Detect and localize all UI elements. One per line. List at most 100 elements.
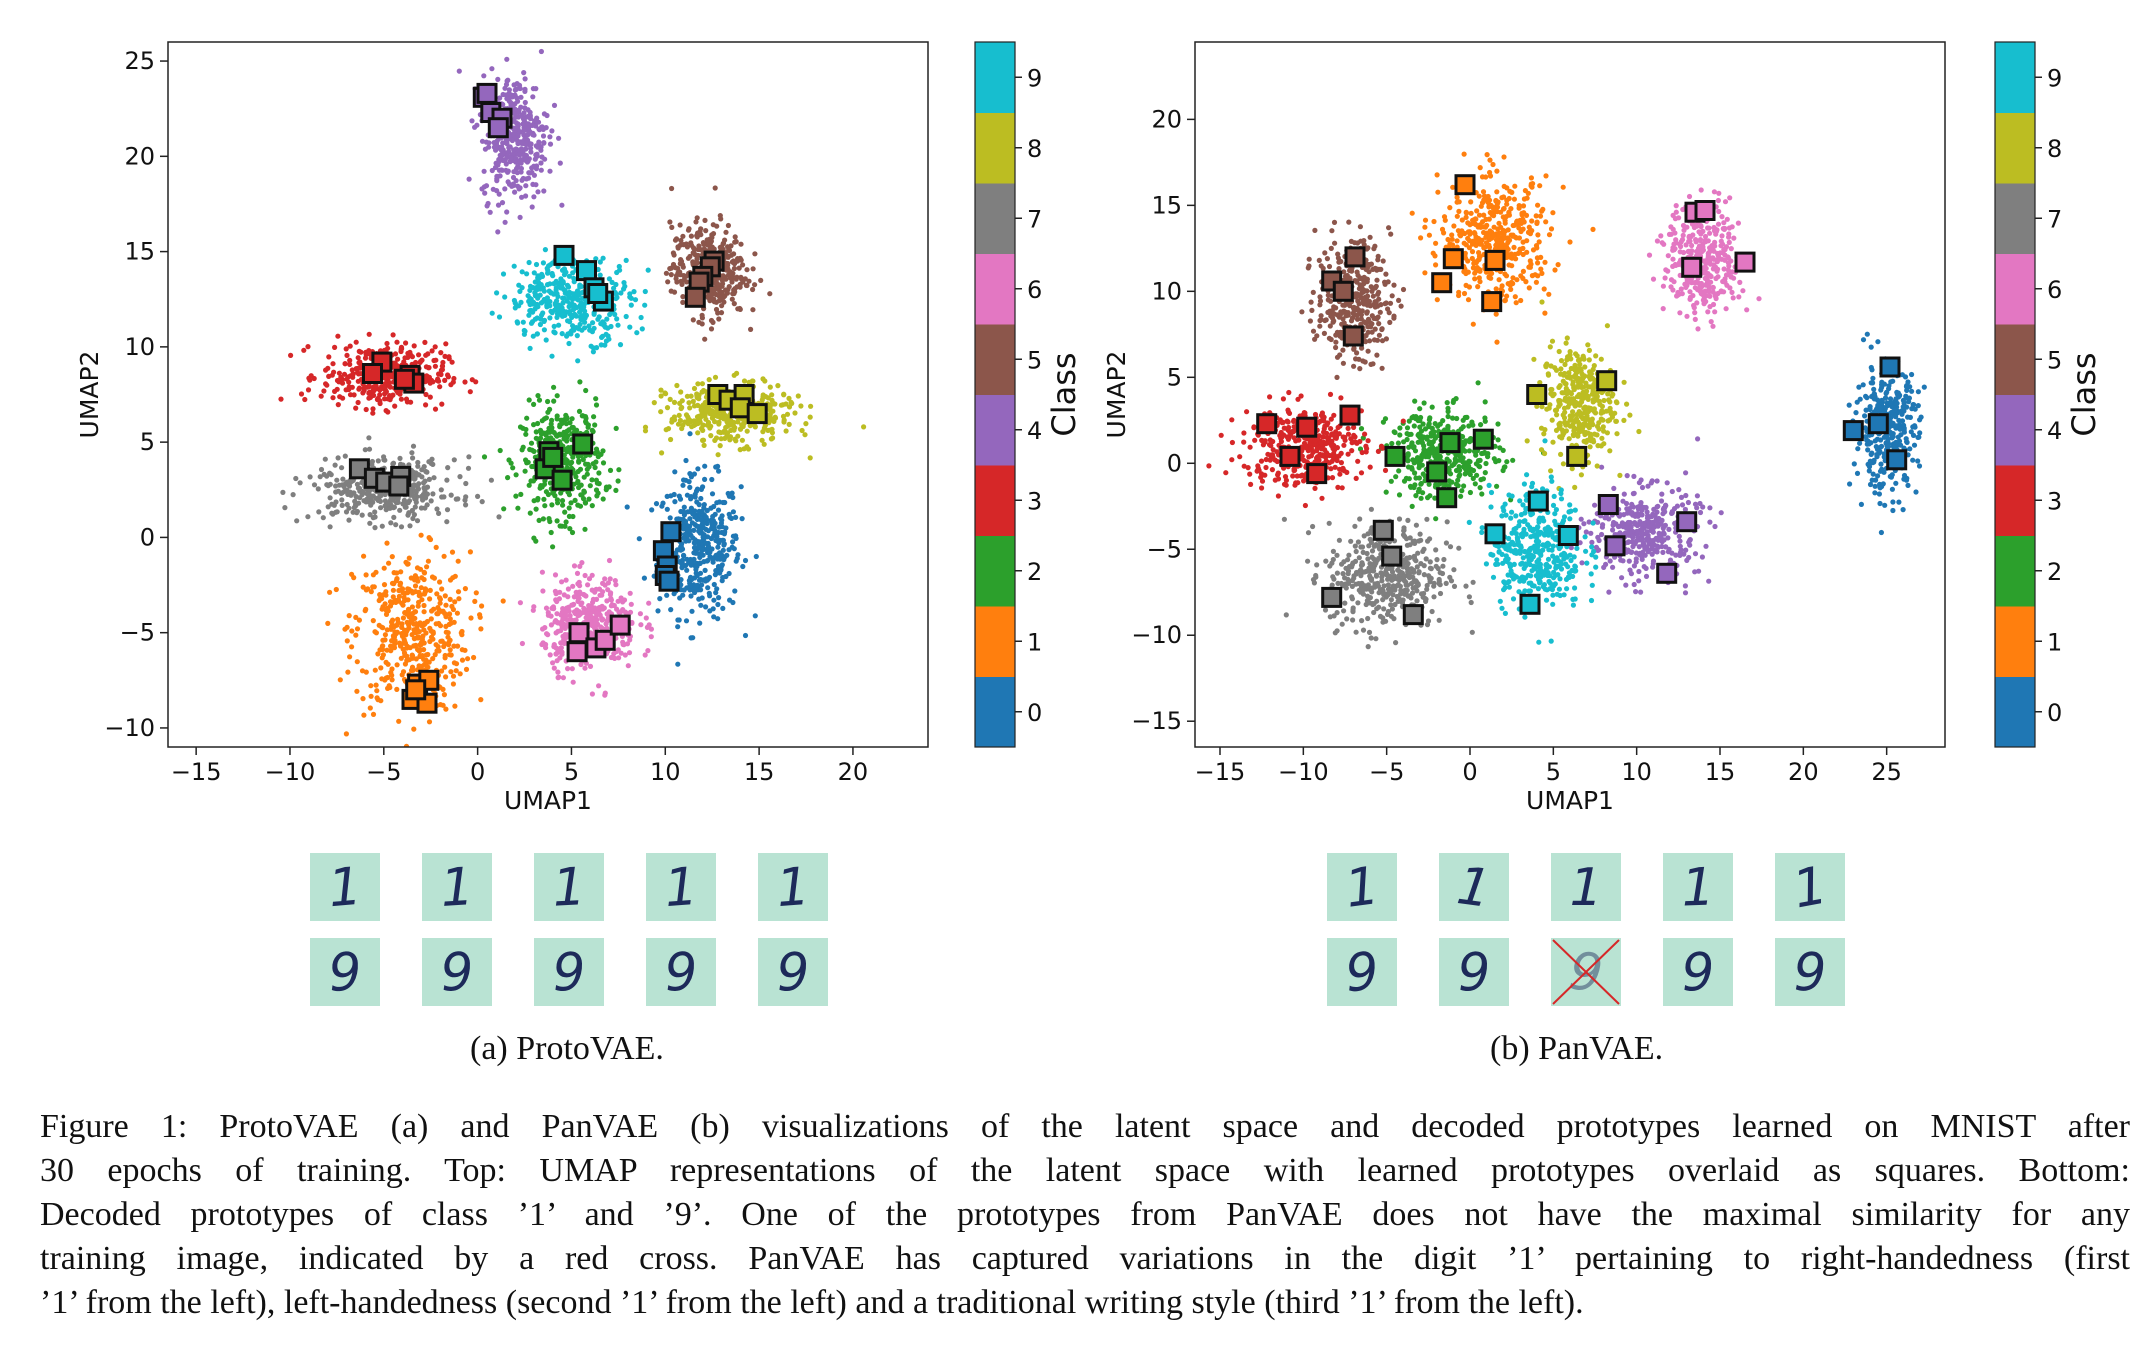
point — [618, 290, 624, 296]
point — [542, 247, 549, 253]
point — [404, 653, 410, 659]
point — [691, 527, 697, 534]
point — [471, 654, 477, 661]
point — [705, 528, 712, 534]
point — [1567, 239, 1573, 245]
point — [559, 523, 565, 529]
point — [620, 639, 626, 645]
point — [382, 632, 388, 638]
point — [1465, 235, 1471, 242]
point — [444, 507, 451, 513]
point — [547, 303, 553, 309]
point — [695, 466, 701, 472]
point — [1535, 232, 1541, 238]
point — [559, 202, 565, 208]
point — [381, 454, 387, 460]
point — [513, 86, 520, 92]
point — [738, 484, 744, 490]
point — [332, 388, 338, 394]
point — [354, 509, 360, 516]
point — [423, 468, 429, 475]
point — [701, 442, 707, 448]
point — [709, 476, 715, 483]
point — [729, 279, 735, 285]
point — [494, 290, 500, 296]
point — [705, 585, 711, 591]
point — [510, 174, 517, 181]
data-points — [1206, 151, 1927, 650]
point — [1898, 442, 1904, 448]
point — [373, 682, 379, 688]
point — [347, 654, 353, 660]
point — [383, 611, 390, 618]
point — [367, 520, 373, 526]
point — [709, 408, 715, 414]
point — [441, 692, 447, 698]
point — [555, 293, 561, 300]
point — [411, 511, 417, 518]
point — [343, 346, 349, 352]
point — [1535, 202, 1541, 208]
point — [772, 415, 779, 421]
point — [378, 665, 384, 671]
point — [343, 731, 349, 737]
point — [642, 302, 648, 308]
point — [378, 493, 384, 499]
point — [523, 426, 529, 433]
point — [384, 627, 390, 633]
point — [540, 310, 546, 316]
point — [1494, 189, 1500, 195]
point — [1543, 173, 1549, 179]
point — [615, 322, 621, 328]
point — [366, 446, 373, 452]
point — [346, 613, 352, 619]
point — [1520, 203, 1527, 209]
point — [355, 355, 361, 361]
point — [479, 138, 486, 144]
point — [1470, 217, 1476, 223]
point — [1560, 184, 1566, 190]
point — [400, 602, 406, 608]
point — [1550, 210, 1556, 216]
point — [675, 661, 681, 667]
point — [1537, 183, 1543, 189]
point — [521, 327, 527, 334]
point — [447, 637, 453, 643]
point — [726, 511, 732, 517]
point — [717, 443, 723, 449]
point — [373, 383, 379, 389]
point — [716, 316, 722, 322]
point — [482, 146, 488, 152]
prototype-square-class-8 — [729, 397, 751, 419]
point — [485, 200, 491, 207]
point — [330, 361, 336, 367]
point — [379, 655, 385, 661]
point — [565, 594, 571, 600]
point — [646, 600, 652, 606]
point — [390, 587, 396, 593]
point — [1552, 267, 1558, 273]
point — [1507, 282, 1513, 288]
point — [429, 348, 435, 354]
point — [698, 226, 704, 232]
point — [372, 667, 378, 673]
point — [574, 296, 580, 302]
point — [694, 234, 700, 240]
point — [449, 359, 455, 365]
point — [403, 340, 409, 346]
point — [795, 393, 801, 399]
point — [525, 293, 531, 299]
point — [595, 454, 601, 460]
point — [714, 556, 721, 562]
point — [600, 319, 606, 325]
point — [388, 648, 394, 654]
point — [667, 219, 673, 225]
point — [538, 167, 544, 173]
point — [531, 401, 537, 407]
point — [413, 359, 419, 366]
point — [628, 302, 634, 308]
point — [589, 477, 595, 483]
point — [708, 518, 715, 525]
point — [432, 406, 439, 412]
point — [363, 587, 369, 593]
